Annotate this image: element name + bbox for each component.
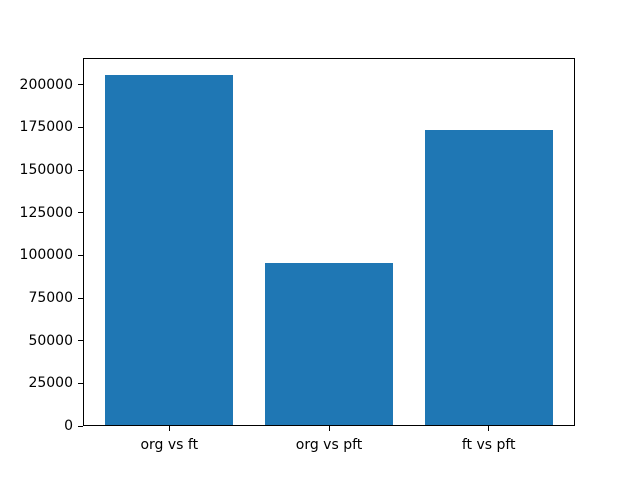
y-tick-label-0: 0 bbox=[64, 418, 73, 434]
y-tick-mark-50000 bbox=[78, 340, 83, 342]
x-tick-label-ft-vs-pft: ft vs pft bbox=[461, 437, 516, 453]
y-tick-mark-150000 bbox=[78, 169, 83, 171]
x-tick-mark-org-vs-pft bbox=[328, 426, 330, 431]
y-tick-label-50000: 50000 bbox=[28, 332, 73, 349]
y-tick-label-75000: 75000 bbox=[28, 290, 73, 306]
bar-ft-vs-pft bbox=[424, 129, 553, 426]
bar-org-vs-pft bbox=[265, 263, 393, 426]
y-tick-label-200000: 200000 bbox=[19, 76, 73, 93]
x-tick-label-org-vs-pft: org vs pft bbox=[295, 437, 363, 453]
x-tick-label-org-vs-ft: org vs ft bbox=[140, 437, 199, 453]
y-tick-label-175000: 175000 bbox=[19, 119, 73, 136]
y-tick-label-150000: 150000 bbox=[19, 162, 73, 178]
y-tick-mark-200000 bbox=[78, 84, 83, 86]
y-tick-mark-75000 bbox=[78, 297, 83, 299]
x-tick-mark-org-vs-ft bbox=[168, 426, 170, 431]
bar-org-vs-ft bbox=[105, 75, 234, 426]
y-tick-label-125000: 125000 bbox=[19, 204, 73, 221]
y-tick-mark-0 bbox=[78, 425, 83, 427]
y-tick-label-25000: 25000 bbox=[28, 375, 73, 392]
x-tick-mark-ft-vs-pft bbox=[488, 426, 490, 431]
y-tick-mark-175000 bbox=[78, 126, 83, 128]
y-tick-mark-125000 bbox=[78, 212, 83, 214]
y-tick-mark-100000 bbox=[78, 254, 83, 256]
y-tick-label-100000: 100000 bbox=[19, 247, 73, 264]
y-tick-mark-25000 bbox=[78, 382, 83, 384]
